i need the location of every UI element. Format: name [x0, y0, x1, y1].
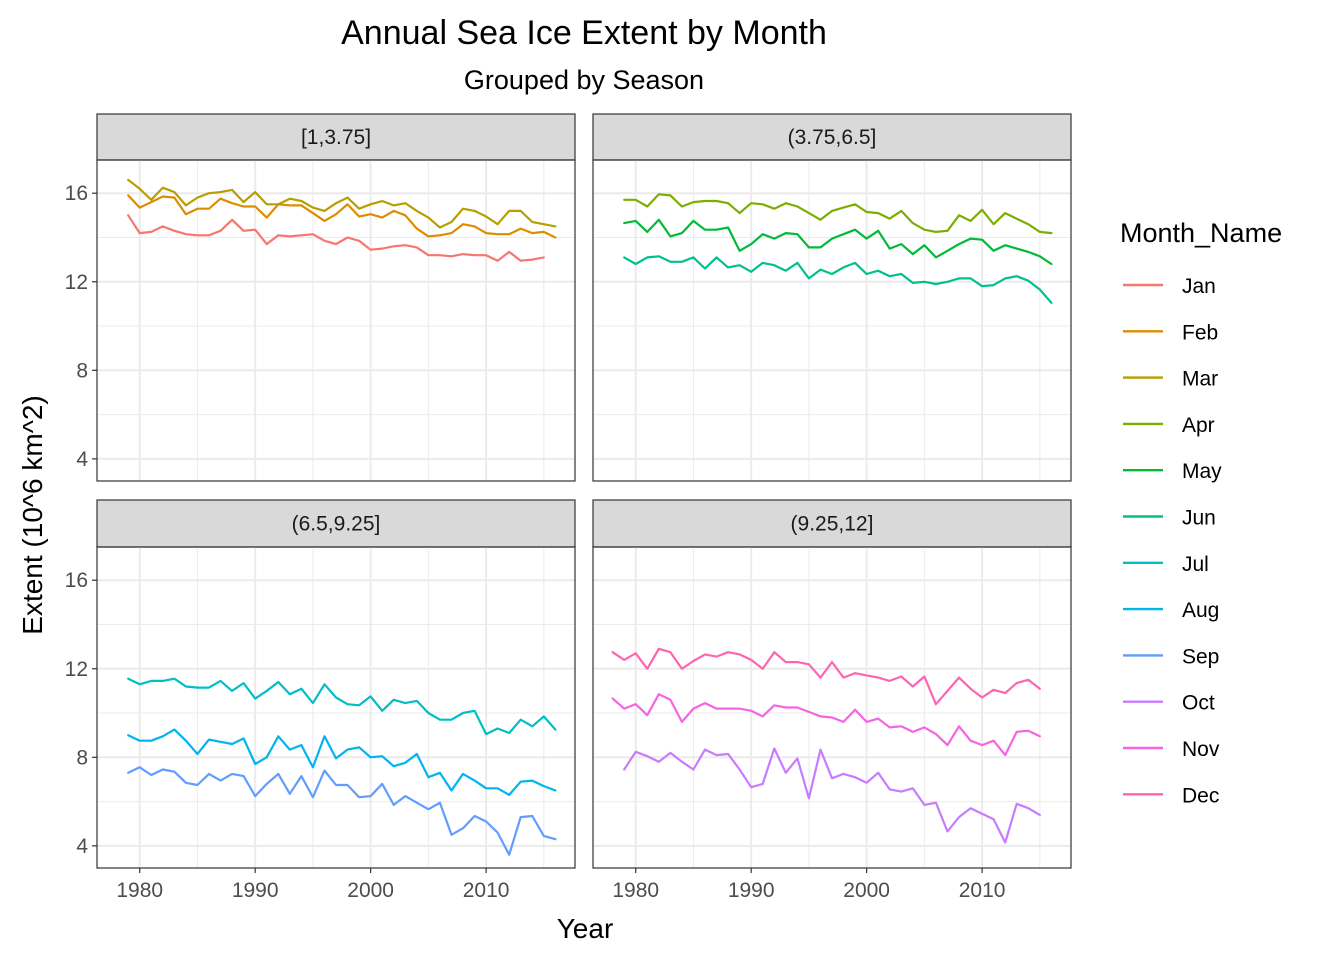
legend-label: May — [1182, 460, 1222, 483]
legend-title: Month_Name — [1120, 218, 1282, 248]
x-tick-label: 1980 — [612, 879, 659, 902]
series-line-dec — [611, 647, 1041, 706]
panel-border — [592, 546, 1072, 869]
facet-strip — [96, 113, 576, 161]
facet-strip — [592, 499, 1072, 548]
series-line-aug — [127, 728, 557, 797]
series-line-apr — [623, 193, 1053, 235]
chart-title: Annual Sea Ice Extent by Month — [341, 14, 827, 52]
x-tick-label: 1980 — [116, 879, 163, 902]
legend-item: Mar — [1123, 368, 1218, 391]
facet-strip — [96, 499, 576, 548]
facet-strip-label: (9.25,12] — [791, 513, 874, 536]
series-line-sep — [127, 766, 557, 856]
legend-item: Apr — [1123, 414, 1215, 437]
legend-item: Feb — [1123, 321, 1218, 344]
facet-strip-label: [1,3.75] — [301, 126, 371, 149]
legend-item: Nov — [1123, 738, 1220, 761]
legend-label: Apr — [1182, 414, 1215, 437]
series-line-jul — [127, 677, 557, 736]
legend-item: Jan — [1123, 275, 1216, 298]
facet-panel: (3.75,6.5] — [592, 113, 1072, 482]
facet-strip-label: (6.5,9.25] — [292, 513, 381, 536]
panel-border — [96, 546, 576, 869]
y-tick-label: 4 — [76, 448, 88, 471]
series-line-may — [623, 218, 1053, 266]
legend-item: Oct — [1123, 692, 1215, 715]
legend-label: Dec — [1182, 784, 1219, 807]
legend-label: Jul — [1182, 553, 1209, 576]
legend-item: May — [1123, 460, 1222, 483]
x-tick-label: 2010 — [959, 879, 1006, 902]
y-tick-label: 16 — [65, 569, 88, 592]
legend-label: Sep — [1182, 645, 1219, 668]
legend-label: Feb — [1182, 321, 1218, 344]
legend-label: Jun — [1182, 507, 1216, 530]
legend-label: Aug — [1182, 599, 1219, 622]
legend: Month_Name Jan Feb Mar Apr May Jun Jul Aug Sep Oc… — [1120, 218, 1282, 807]
x-axis-title: Year — [557, 913, 614, 944]
y-tick-label: 4 — [76, 835, 88, 858]
series-line-mar — [127, 178, 557, 229]
legend-item: Sep — [1123, 645, 1219, 668]
x-tick-label: 2000 — [347, 879, 394, 902]
y-tick-label: 12 — [65, 658, 88, 681]
y-tick-label: 12 — [65, 271, 88, 294]
legend-label: Jan — [1182, 275, 1216, 298]
legend-item: Dec — [1123, 784, 1219, 807]
y-axis-title: Extent (10^6 km^2) — [17, 395, 48, 634]
x-tick-label: 2010 — [463, 879, 510, 902]
panel-border — [592, 159, 1072, 482]
legend-item: Jun — [1123, 507, 1216, 530]
legend-item: Jul — [1123, 553, 1209, 576]
y-tick-label: 8 — [76, 359, 88, 382]
series-line-oct — [623, 747, 1041, 844]
x-tick-label: 1990 — [232, 879, 279, 902]
x-tick-label: 2000 — [843, 879, 890, 902]
legend-item: Aug — [1123, 599, 1219, 622]
y-tick-label: 16 — [65, 182, 88, 205]
series-line-feb — [127, 194, 557, 239]
legend-label: Nov — [1182, 738, 1220, 761]
series-line-nov — [611, 693, 1041, 757]
facet-panel: (6.5,9.25] 4 8 12 16 1980 1990 2000 2010 — [65, 499, 576, 902]
series-line-jun — [623, 255, 1053, 304]
y-tick-label: 8 — [76, 746, 88, 769]
panel-border — [96, 159, 576, 482]
legend-label: Oct — [1182, 692, 1215, 715]
facet-panel: (9.25,12] 1980 1990 2000 2010 — [592, 499, 1072, 902]
chart-subtitle: Grouped by Season — [464, 65, 704, 95]
x-tick-label: 1990 — [728, 879, 775, 902]
facet-strip-label: (3.75,6.5] — [788, 126, 877, 149]
series-line-jan — [127, 214, 545, 262]
facet-panels: [1,3.75] 4 8 12 16 (3.75,6.5] (6.5,9.25] 4 8 12 16… — [65, 113, 1072, 902]
facet-panel: [1,3.75] 4 8 12 16 — [65, 113, 576, 482]
facet-strip — [592, 113, 1072, 161]
legend-label: Mar — [1182, 368, 1218, 391]
